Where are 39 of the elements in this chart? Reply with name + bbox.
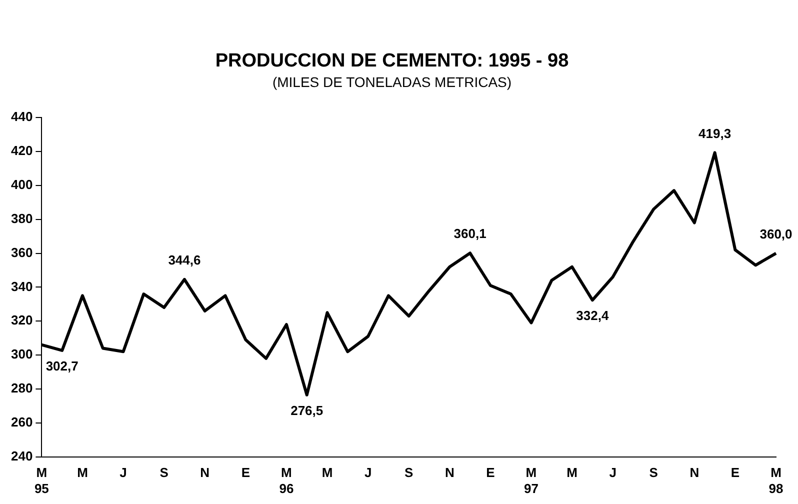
y-tick-label: 260: [10, 414, 33, 430]
y-tick-label: 300: [10, 346, 33, 362]
y-tick-label: 340: [10, 278, 33, 294]
x-tick-label: E: [486, 465, 496, 480]
y-tick-label: 380: [10, 210, 33, 226]
data-label: 276,5: [290, 402, 324, 418]
data-label: 344,6: [168, 252, 201, 268]
x-tick-label: M: [322, 465, 333, 480]
chart-subtitle: (MILES DE TONELADAS METRICAS): [272, 74, 512, 90]
x-tick-label: E: [730, 465, 740, 480]
chart-title: PRODUCCION DE CEMENTO: 1995 - 98: [215, 50, 569, 72]
x-tick-label: S: [404, 465, 414, 480]
x-tick-label: M: [566, 465, 578, 480]
data-label: 360,0: [760, 226, 792, 242]
x-tick-label: M 95: [34, 465, 49, 496]
y-tick-label: 360: [10, 244, 33, 260]
x-tick-label: S: [160, 465, 169, 480]
x-tick-label: J: [609, 465, 616, 480]
data-label: 360,1: [454, 226, 486, 242]
y-tick-label: 240: [10, 448, 33, 464]
x-tick-label: E: [241, 465, 250, 480]
data-label: 419,3: [698, 126, 732, 141]
y-tick-label: 400: [10, 177, 33, 192]
x-tick-label: S: [649, 465, 658, 480]
x-tick-label: J: [364, 465, 372, 480]
y-tick-label: 280: [10, 380, 33, 396]
x-tick-label: N: [200, 465, 210, 480]
x-tick-label: J: [120, 465, 127, 480]
x-tick-label: M: [77, 465, 88, 480]
y-tick-label: 420: [10, 143, 33, 158]
data-label: 302,7: [46, 358, 78, 374]
x-tick-label: M 96: [279, 465, 294, 496]
data-label: 332,4: [576, 308, 610, 324]
y-tick-label: 320: [10, 312, 33, 328]
y-tick-label: 440: [10, 109, 33, 124]
x-tick-label: N: [690, 465, 700, 480]
x-tick-label: N: [444, 465, 454, 480]
x-tick-label: M 98: [768, 465, 784, 496]
x-tick-label: M 97: [524, 465, 538, 496]
